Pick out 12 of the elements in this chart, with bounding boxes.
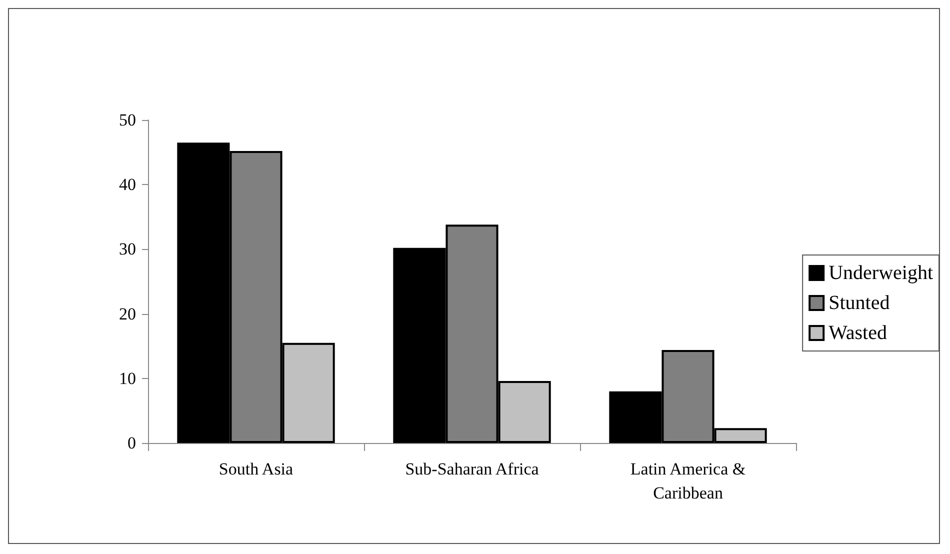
x-tick-label: Sub-Saharan Africa bbox=[405, 460, 540, 478]
x-tick-label: Latin America & Caribbean bbox=[630, 460, 746, 502]
y-tick-label: 10 bbox=[119, 368, 136, 388]
legend-label: Stunted bbox=[828, 292, 890, 314]
x-tick-label: South Asia bbox=[218, 460, 294, 478]
y-tick-label: 20 bbox=[119, 304, 136, 324]
y-tick-label: 40 bbox=[119, 175, 136, 194]
y-tick-label: 30 bbox=[119, 240, 136, 259]
y-tick-label: 0 bbox=[128, 434, 136, 452]
legend-label: Wasted bbox=[828, 322, 887, 344]
legend-label: Underweight bbox=[828, 262, 934, 284]
y-tick-label: 50 bbox=[119, 110, 136, 130]
